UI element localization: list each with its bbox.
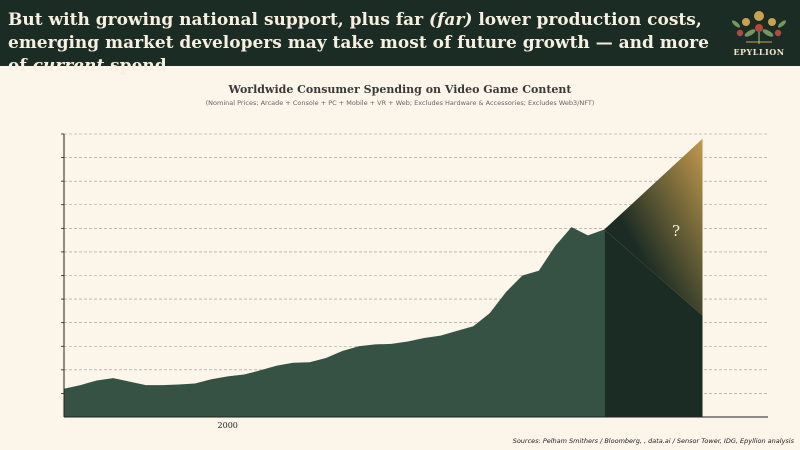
- headline-part-3: spend: [104, 56, 167, 76]
- header-banner: But with growing national support, plus …: [0, 0, 800, 76]
- forecast-question-mark: ?: [672, 222, 680, 240]
- chart-title: Worldwide Consumer Spending on Video Gam…: [228, 83, 572, 96]
- headline-emphasis-far: (far): [429, 10, 473, 30]
- tick-labels: 2000?: [218, 222, 680, 430]
- forecast-base: [604, 229, 703, 417]
- sources-note: Sources: Pelham Smithers / Bloomberg, , …: [512, 437, 794, 445]
- forecast-wedge: [604, 138, 703, 316]
- chart-subtitle: (Nominal Prices; Arcade + Console + PC +…: [205, 99, 595, 107]
- headline-part-2: lower production costs, emerging market …: [8, 10, 709, 76]
- brand-name: EPYLLION: [733, 47, 785, 57]
- headline-emphasis-current: current: [32, 56, 105, 76]
- flower-logo-icon: [731, 11, 787, 44]
- headline-part-1: But with growing national support, plus …: [8, 10, 430, 30]
- x-tick-label: 2000: [218, 421, 238, 430]
- spending-area: [64, 227, 605, 417]
- axes: [63, 134, 768, 418]
- headline: But with growing national support, plus …: [8, 9, 728, 78]
- data-areas: [64, 138, 703, 417]
